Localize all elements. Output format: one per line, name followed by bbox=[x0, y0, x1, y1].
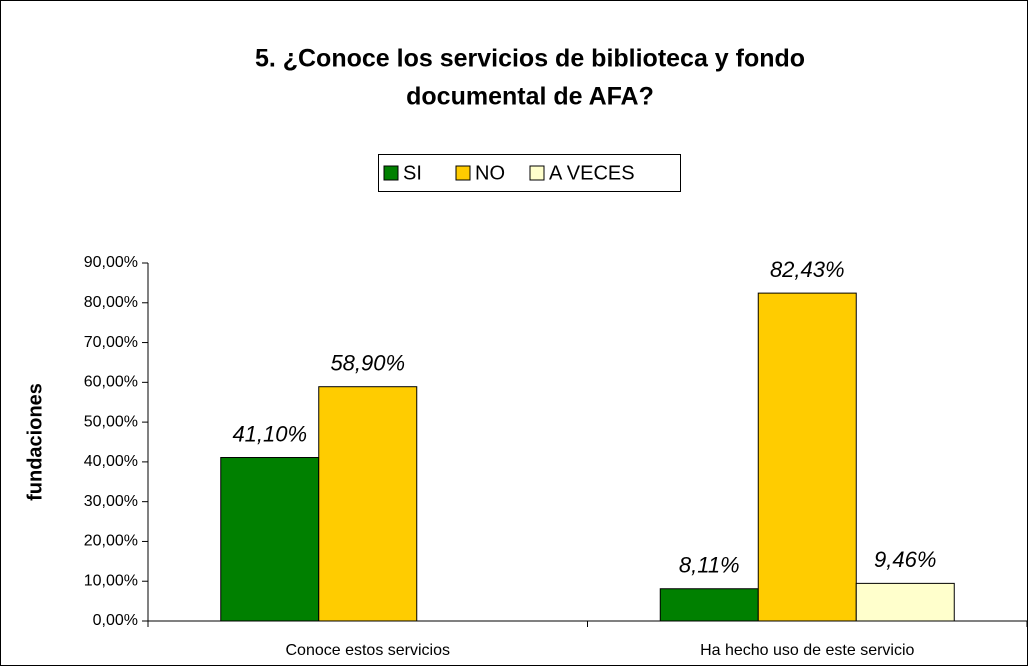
bar bbox=[855, 582, 955, 622]
legend-box bbox=[378, 154, 681, 192]
legend-label: NO bbox=[475, 162, 505, 184]
data-label: 9,46% bbox=[874, 547, 936, 572]
legend-swatch bbox=[529, 165, 545, 181]
y-tick-label: 70,00% bbox=[84, 334, 138, 351]
y-axis-label: fundaciones bbox=[24, 383, 46, 501]
y-tick-label: 90,00% bbox=[84, 254, 138, 271]
y-tick-label: 40,00% bbox=[84, 453, 138, 470]
y-tick-label: 80,00% bbox=[84, 294, 138, 311]
chart-title: documental de AFA? bbox=[406, 83, 654, 111]
y-tick-label: 30,00% bbox=[84, 493, 138, 510]
data-label: 41,10% bbox=[232, 421, 307, 446]
bar bbox=[659, 588, 759, 622]
legend-label: SI bbox=[403, 162, 422, 184]
x-tick-label: Ha hecho uso de este servicio bbox=[700, 642, 914, 659]
y-tick-label: 20,00% bbox=[84, 533, 138, 550]
y-tick-label: 0,00% bbox=[93, 612, 138, 629]
y-tick-label: 50,00% bbox=[84, 413, 138, 430]
data-label: 8,11% bbox=[679, 553, 740, 578]
y-tick-label: 10,00% bbox=[84, 572, 138, 589]
data-label: 58,90% bbox=[330, 351, 405, 376]
bar bbox=[220, 457, 320, 622]
bar bbox=[757, 292, 857, 622]
y-tick-label: 60,00% bbox=[84, 374, 138, 391]
bar bbox=[318, 386, 418, 622]
legend-swatch bbox=[455, 165, 471, 181]
legend-label: A VECES bbox=[549, 162, 635, 184]
data-label: 82,43% bbox=[770, 257, 845, 282]
chart-title: 5. ¿Conoce los servicios de biblioteca y… bbox=[255, 45, 805, 73]
x-tick-label: Conoce estos servicios bbox=[285, 642, 450, 659]
legend-swatch bbox=[383, 165, 399, 181]
